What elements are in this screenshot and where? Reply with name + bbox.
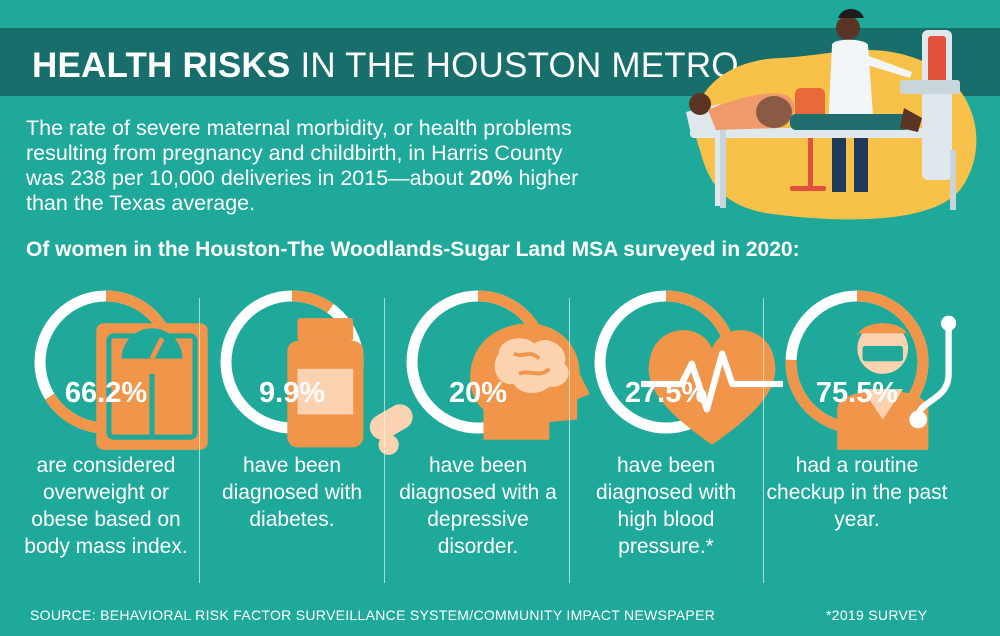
stat-value: 9.9% xyxy=(258,377,326,409)
footer-note: *2019 SURVEY xyxy=(826,607,928,623)
stat-ring: 9.9% xyxy=(216,286,413,455)
ultrasound-illustration xyxy=(660,0,1000,230)
stat-diabetes: 9.9% have been diagnosed with diabetes. xyxy=(196,286,413,586)
stats-row: 66.2% are considered overweight or obese… xyxy=(0,286,1000,586)
intro-highlight: 20% xyxy=(469,166,513,190)
stat-description: had a routine checkup in the past year. xyxy=(766,454,948,531)
heartbeat-icon xyxy=(636,308,783,445)
footer-source: SOURCE: BEHAVIORAL RISK FACTOR SURVEILLA… xyxy=(30,607,716,623)
stat-value: 27.5% xyxy=(624,377,708,409)
stat-ring: 20% xyxy=(402,286,590,440)
intro-paragraph: The rate of severe maternal morbidity, o… xyxy=(26,116,586,216)
title-bold: HEALTH RISKS xyxy=(32,46,291,85)
survey-heading: Of women in the Houston-The Woodlands-Su… xyxy=(26,238,800,261)
stat-ring: 27.5% xyxy=(590,286,783,445)
stat-checkup: 75.5% had a routine checkup in the past … xyxy=(761,286,957,586)
stat-description: have been diagnosed with diabetes. xyxy=(221,454,363,531)
ring-progress xyxy=(406,290,550,434)
stat-value: 66.2% xyxy=(64,377,148,409)
divider xyxy=(199,298,200,583)
top-band xyxy=(0,0,1000,18)
intro-text-after: higher than the Texas average. xyxy=(26,166,579,215)
stat-ring: 75.5% xyxy=(781,286,957,450)
scale-icon xyxy=(76,308,208,450)
doctor-stethoscope-icon xyxy=(827,308,957,450)
stat-ring: 66.2% xyxy=(30,286,208,450)
stat-description: have been diagnosed with high blood pres… xyxy=(595,454,737,558)
title-light: IN THE HOUSTON METRO xyxy=(300,46,739,85)
intro-text-before: The rate of severe maternal morbidity, o… xyxy=(26,116,572,190)
stat-overweight: 66.2% are considered overweight or obese… xyxy=(10,286,208,586)
divider xyxy=(569,298,570,583)
stat-value: 75.5% xyxy=(815,377,899,409)
stat-description: have been diagnosed with a depressive di… xyxy=(399,454,557,558)
stat-description: are considered overweight or obese based… xyxy=(24,454,188,558)
divider xyxy=(763,298,764,583)
pill-bottle-icon xyxy=(262,308,413,455)
divider xyxy=(384,298,385,583)
page-title: HEALTH RISKS IN THE HOUSTON METRO xyxy=(32,44,739,88)
ring-progress xyxy=(220,290,364,434)
stat-depression: 20% have been diagnosed with a depressiv… xyxy=(382,286,590,586)
brain-head-icon xyxy=(448,308,590,440)
stat-blood-pressure: 27.5% have been diagnosed with high bloo… xyxy=(570,286,783,586)
stat-value: 20% xyxy=(448,377,508,409)
